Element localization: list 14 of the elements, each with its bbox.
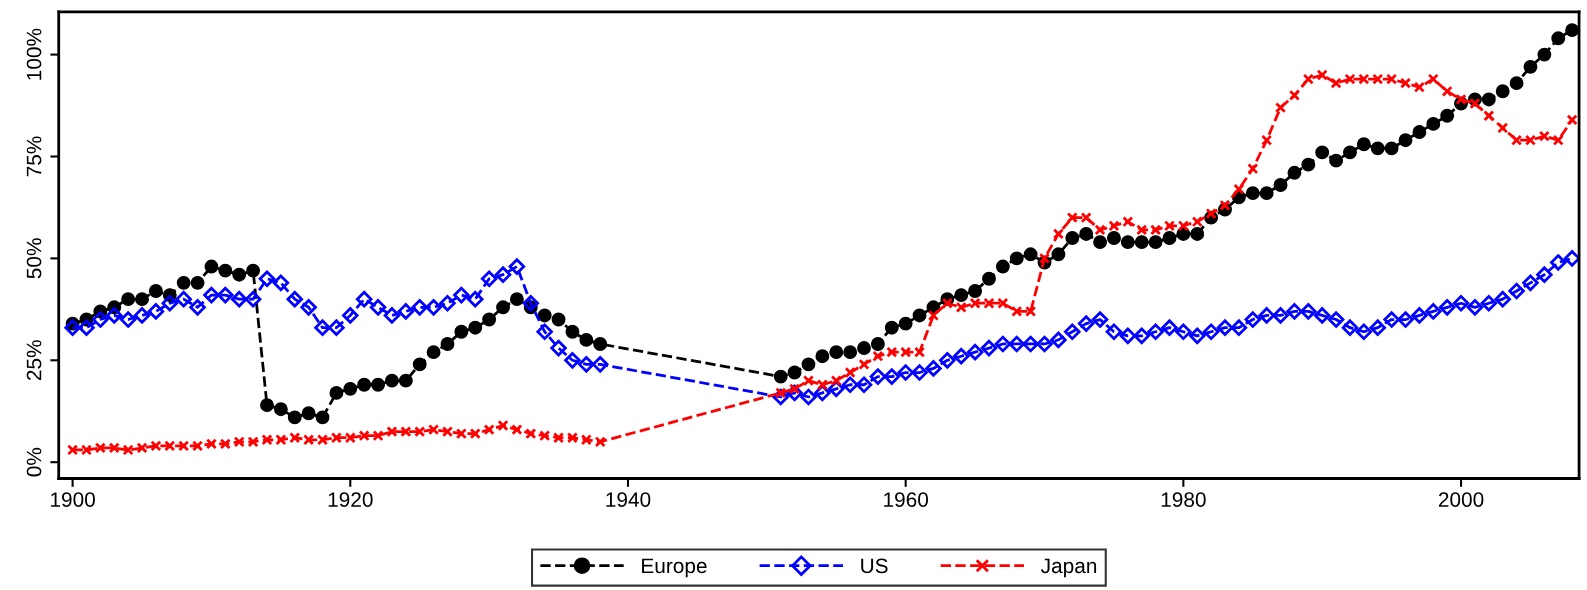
legend-label: Europe — [642, 558, 707, 578]
x-tick-label: 1980 — [1161, 492, 1206, 507]
y-tick-label: 25% — [26, 340, 42, 381]
legend-label: US — [861, 558, 888, 574]
x-tick-label: 1940 — [606, 492, 651, 507]
y-tick-label: 75% — [26, 136, 42, 177]
y-tick-label: 0% — [26, 447, 42, 477]
y-tick-label: 50% — [26, 238, 42, 279]
legend-label: Japan — [1040, 558, 1097, 578]
x-tick-label: 1920 — [328, 492, 373, 507]
x-tick-label: 1960 — [884, 492, 929, 507]
x-tick-label: 1900 — [51, 492, 95, 507]
y-tick-label: 100% — [26, 28, 42, 80]
x-tick-label: 2000 — [1438, 492, 1484, 507]
